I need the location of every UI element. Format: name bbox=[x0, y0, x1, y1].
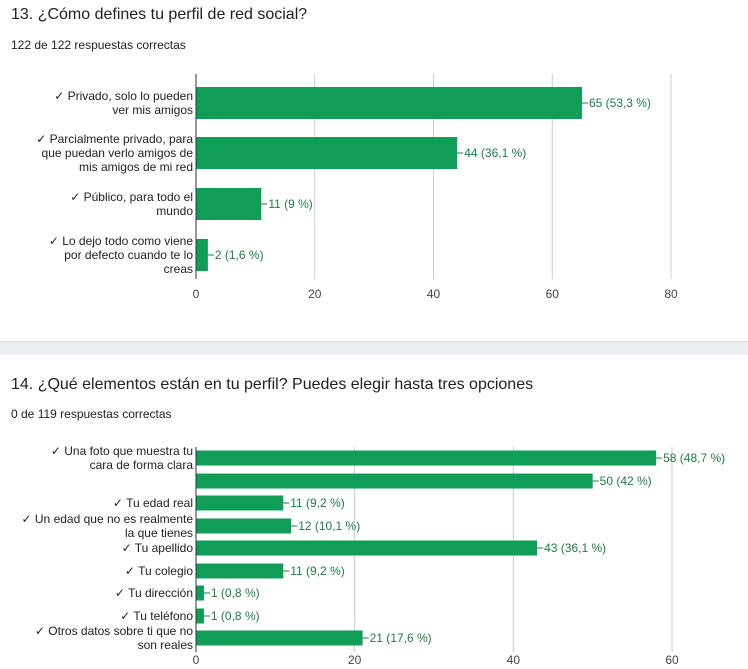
tick-label: 0 bbox=[193, 653, 200, 667]
category-label: ✓ Público, para todo el mundo bbox=[70, 190, 193, 218]
bar bbox=[196, 495, 284, 511]
question-subtitle: 0 de 119 respuestas correctas bbox=[11, 407, 172, 421]
category-label: ✓ Tu teléfono bbox=[120, 609, 193, 623]
bar bbox=[196, 188, 262, 220]
bar bbox=[196, 563, 284, 579]
category-label: ✓ Parcialmente privado, para que puedan v… bbox=[36, 132, 193, 174]
tick-label: 60 bbox=[665, 653, 679, 667]
data-label: 11 (9 %) bbox=[268, 197, 312, 211]
data-label: 21 (17,6 %) bbox=[370, 631, 432, 645]
bar bbox=[196, 608, 204, 624]
category-label: ✓ Otros datos sobre ti que no son reales bbox=[35, 624, 193, 652]
category-label: ✓ Lo dejo todo como viene por defecto cua… bbox=[49, 234, 193, 276]
bar bbox=[196, 630, 363, 646]
question-title: 13. ¿Cómo defines tu perfil de red socia… bbox=[11, 6, 308, 23]
category-label: ✓ Tu colegio bbox=[125, 564, 193, 578]
category-label: ✓ Tu edad real bbox=[113, 496, 193, 510]
question-card-13: 13. ¿Cómo defines tu perfil de red socia… bbox=[11, 6, 678, 301]
tick-label: 60 bbox=[546, 287, 560, 301]
data-label: 44 (36,1 %) bbox=[464, 146, 526, 160]
bar bbox=[196, 450, 657, 466]
data-label: 11 (9,2 %) bbox=[290, 564, 344, 578]
bar bbox=[196, 518, 292, 534]
bar bbox=[196, 585, 204, 601]
bar-chart-q13: 0 20 40 60 80 65 (53,3 %) ✓ Privado, solo lo p… bbox=[36, 74, 678, 301]
data-label: 43 (36,1 %) bbox=[544, 541, 606, 555]
bar bbox=[196, 540, 538, 556]
category-label: ✓ Privado, solo lo pueden ver mis amigos bbox=[54, 89, 193, 117]
card-separator bbox=[0, 341, 748, 355]
data-label: 65 (53,3 %) bbox=[589, 96, 651, 110]
data-label: 1 (0,8 %) bbox=[211, 609, 260, 623]
tick-label: 40 bbox=[507, 653, 521, 667]
data-label: 11 (9,2 %) bbox=[290, 496, 344, 510]
tick-label: 40 bbox=[427, 287, 441, 301]
question-card-14: 14. ¿Qué elementos están en tu perfil? P… bbox=[0, 355, 748, 669]
category-label: ✓ Un edad que no es realmente la que tien… bbox=[22, 512, 194, 540]
bar bbox=[196, 239, 208, 271]
bar bbox=[196, 473, 593, 489]
data-label: 50 (42 %) bbox=[600, 474, 652, 488]
tick-label: 80 bbox=[664, 287, 678, 301]
category-label: ✓ Tu apellido bbox=[122, 541, 194, 555]
bar bbox=[196, 137, 458, 169]
tick-label: 20 bbox=[348, 653, 362, 667]
category-label: ✓ Una foto que muestra tu cara de forma c… bbox=[51, 444, 193, 472]
tick-label: 0 bbox=[193, 287, 200, 301]
data-label: 2 (1,6 %) bbox=[215, 248, 264, 262]
tick-label: 20 bbox=[308, 287, 322, 301]
data-label: 12 (10,1 %) bbox=[298, 519, 360, 533]
data-label: 1 (0,8 %) bbox=[211, 586, 260, 600]
question-title: 14. ¿Qué elementos están en tu perfil? P… bbox=[11, 376, 534, 393]
data-label: 58 (48,7 %) bbox=[663, 451, 725, 465]
bar bbox=[196, 87, 582, 119]
bar-chart-q14: 0 20 40 60 58 (48,7 %) ✓ Una foto que muestra… bbox=[22, 444, 726, 667]
question-subtitle: 122 de 122 respuestas correctas bbox=[11, 38, 186, 52]
category-label: ✓ Tu dirección bbox=[115, 586, 193, 600]
